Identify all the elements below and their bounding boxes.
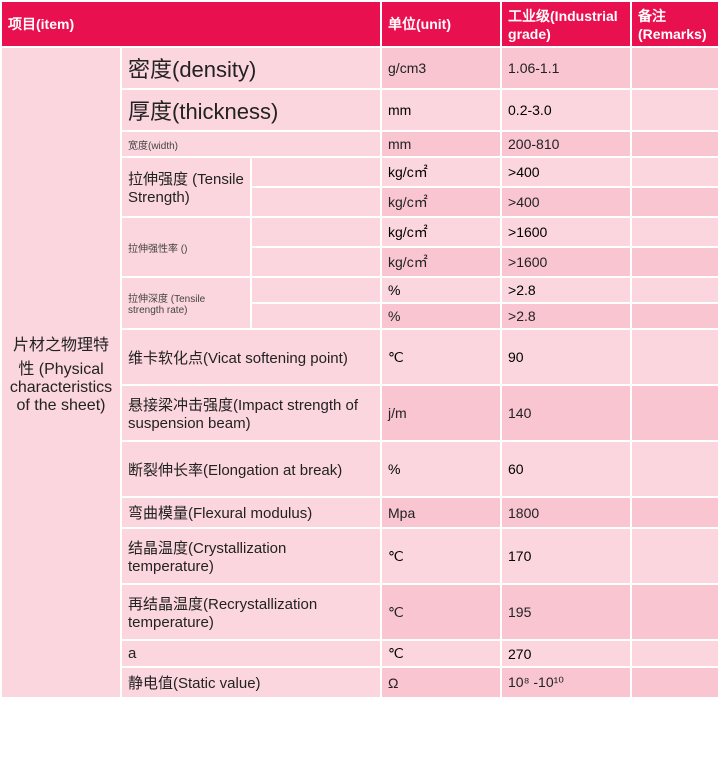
prop-remark [631,89,718,131]
prop-unit: kg/c㎡ [381,247,501,277]
prop-remark [631,303,718,329]
prop-label: 宽度(width) [121,131,381,157]
prop-value: >1600 [501,217,631,247]
prop-value: 90 [501,329,631,385]
col-unit: 单位(unit) [381,1,501,47]
prop-value: >400 [501,187,631,217]
prop-label: 再结晶温度(Recrystallization temperature) [121,584,381,640]
prop-unit: ℃ [381,329,501,385]
prop-unit: mm [381,131,501,157]
prop-unit: % [381,303,501,329]
prop-value: 0.2-3.0 [501,89,631,131]
prop-unit: j/m [381,385,501,441]
prop-remark [631,667,718,698]
prop-unit: Mpa [381,497,501,528]
col-grade: 工业级(Industrial grade) [501,1,631,47]
prop-value: >2.8 [501,303,631,329]
prop-remark [631,640,718,667]
prop-remark [631,47,718,89]
prop-remark [631,187,718,217]
prop-unit: ℃ [381,528,501,584]
prop-label: 悬接梁冲击强度(Impact strength of suspension be… [121,385,381,441]
prop-value: 1800 [501,497,631,528]
prop-unit: kg/c㎡ [381,217,501,247]
prop-remark [631,131,718,157]
prop-value: >1600 [501,247,631,277]
prop-sub [251,277,381,303]
prop-value: 200-810 [501,131,631,157]
prop-remark [631,385,718,441]
prop-label: 断裂伸长率(Elongation at break) [121,441,381,497]
prop-sub [251,217,381,247]
prop-remark [631,441,718,497]
prop-unit: % [381,277,501,303]
properties-table: 项目(item)单位(unit)工业级(Industrial grade)备注(… [0,0,718,699]
prop-label: 厚度(thickness) [121,89,381,131]
prop-label: 弯曲模量(Flexural modulus) [121,497,381,528]
prop-label: 维卡软化点(Vicat softening point) [121,329,381,385]
prop-sub [251,303,381,329]
prop-value: 195 [501,584,631,640]
prop-value: >400 [501,157,631,187]
prop-value: 1.06-1.1 [501,47,631,89]
prop-unit: % [381,441,501,497]
prop-value: 10⁸ -10¹⁰ [501,667,631,698]
prop-remark [631,584,718,640]
col-item: 项目(item) [1,1,381,47]
prop-unit: ℃ [381,584,501,640]
col-remarks: 备注(Remarks) [631,1,718,47]
prop-remark [631,329,718,385]
prop-label: 拉伸强性率 () [121,217,251,277]
prop-label: 拉伸深度 (Tensile strength rate) [121,277,251,329]
prop-sub [251,157,381,187]
prop-remark [631,277,718,303]
prop-unit: Ω [381,667,501,698]
prop-value: >2.8 [501,277,631,303]
row-group-label: 片材之物理特性 (Physical characteristics of the… [1,47,121,698]
prop-label: 拉伸强度 (Tensile Strength) [121,157,251,217]
prop-remark [631,217,718,247]
prop-value: 270 [501,640,631,667]
prop-unit: kg/c㎡ [381,157,501,187]
prop-label: 密度(density) [121,47,381,89]
prop-value: 170 [501,528,631,584]
prop-unit: g/cm3 [381,47,501,89]
prop-sub [251,247,381,277]
prop-unit: ℃ [381,640,501,667]
prop-remark [631,247,718,277]
prop-unit: kg/c㎡ [381,187,501,217]
prop-sub [251,187,381,217]
prop-value: 140 [501,385,631,441]
prop-value: 60 [501,441,631,497]
prop-remark [631,157,718,187]
prop-unit: mm [381,89,501,131]
prop-label: 静电值(Static value) [121,667,381,698]
prop-remark [631,497,718,528]
prop-label: a [121,640,381,667]
prop-label: 结晶温度(Crystallization temperature) [121,528,381,584]
prop-remark [631,528,718,584]
